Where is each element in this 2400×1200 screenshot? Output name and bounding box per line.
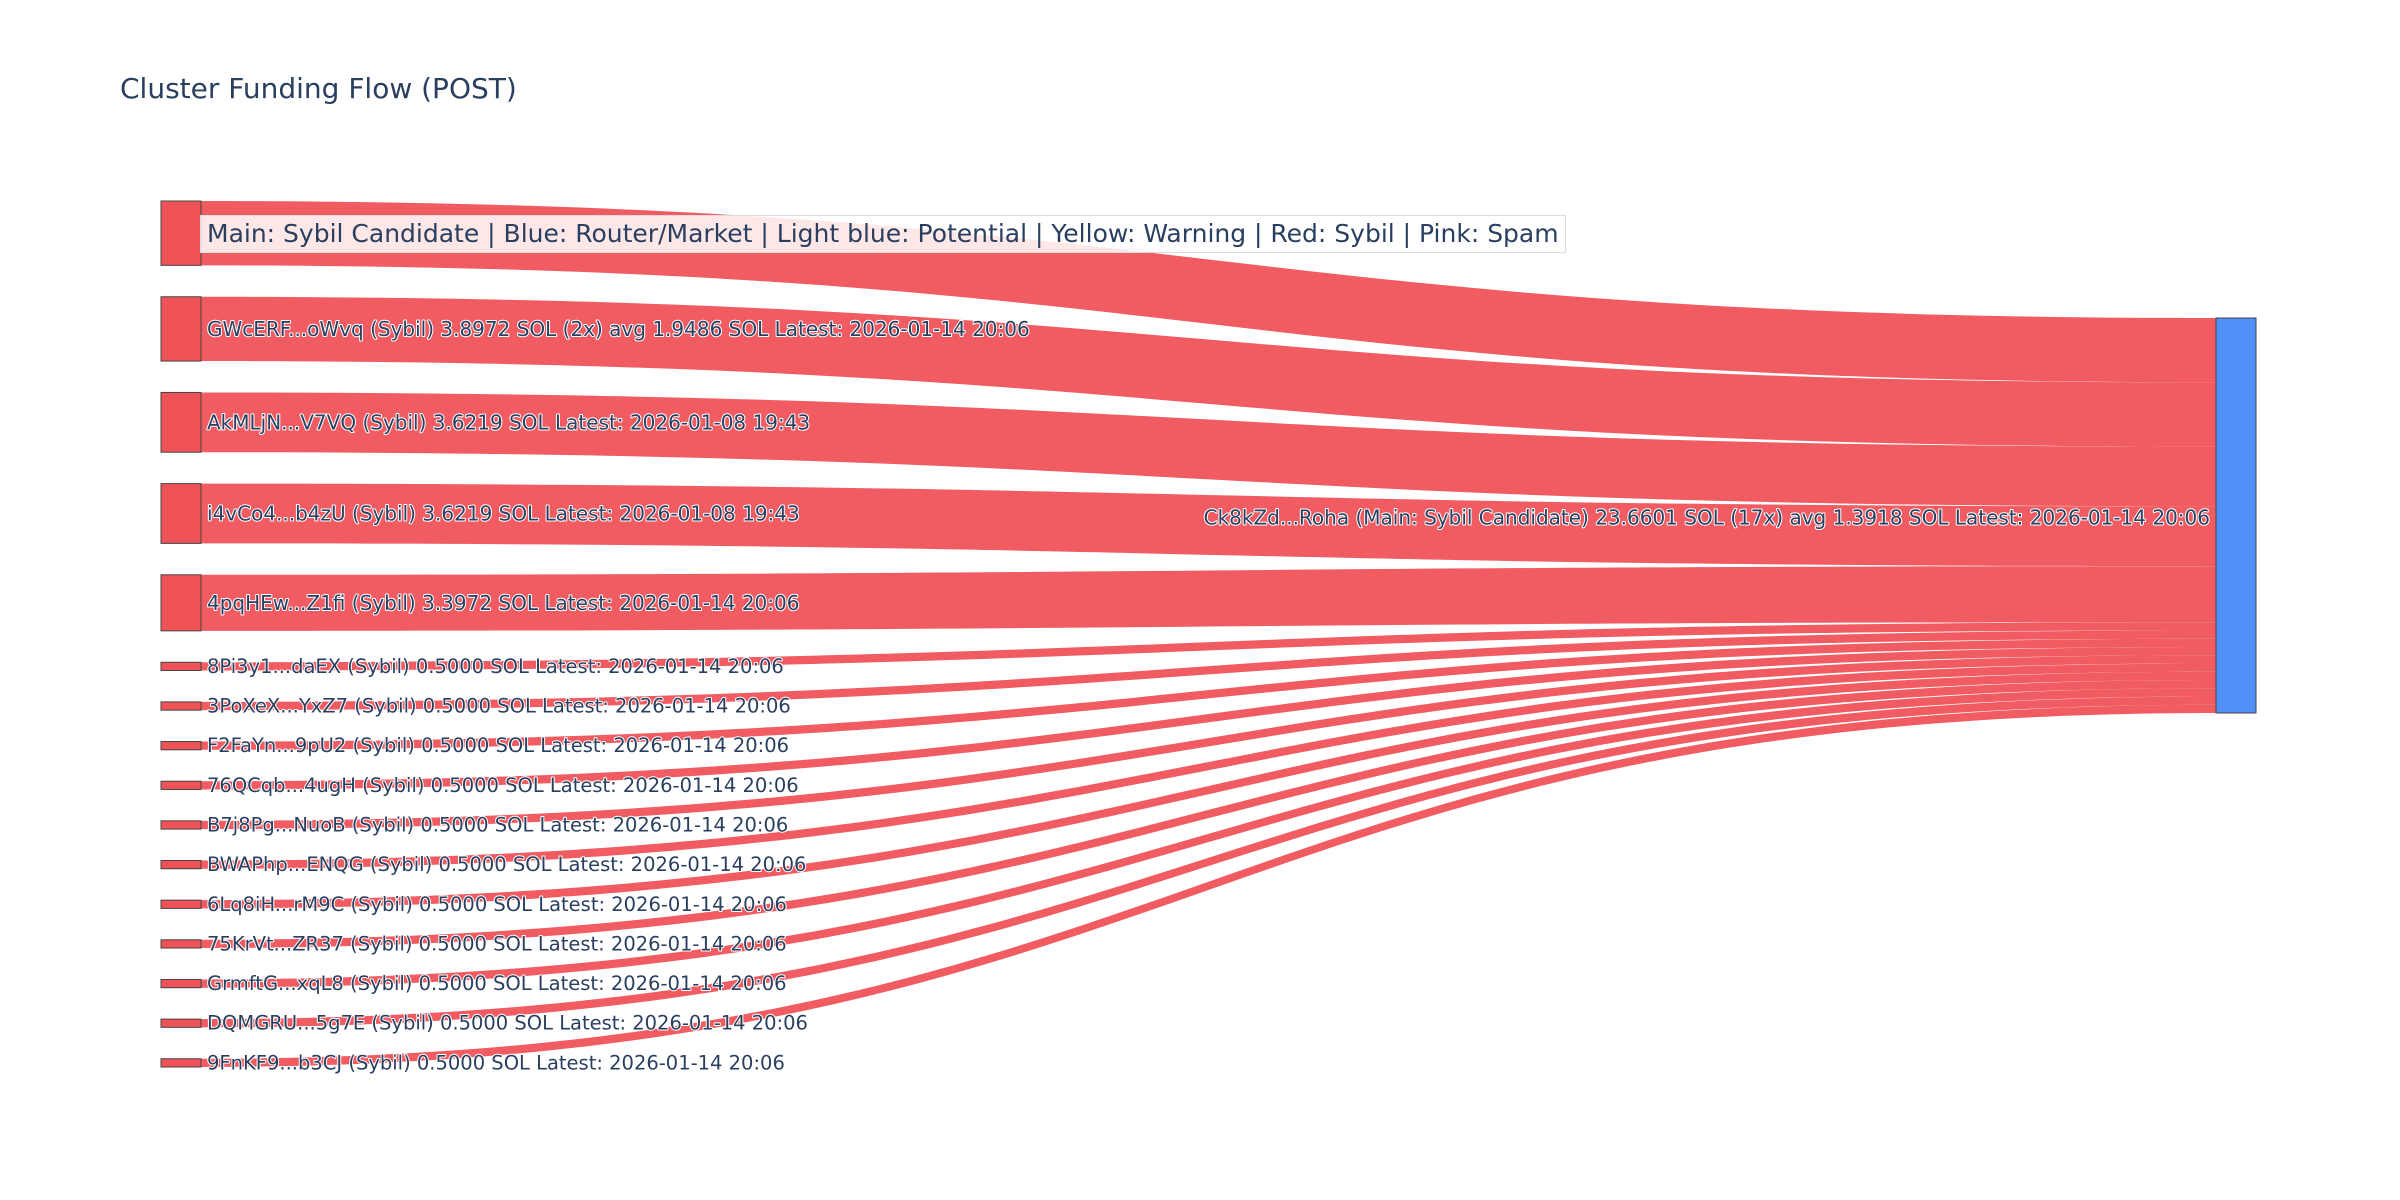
node-labels: GWcERF...oWvq (Sybil) 3.8972 SOL (2x) av… xyxy=(206,316,2211,1075)
flow-link xyxy=(201,688,2216,988)
flow-link xyxy=(201,483,2216,567)
source-node[interactable] xyxy=(160,741,202,751)
source-node[interactable] xyxy=(160,1018,202,1028)
flow-link xyxy=(201,566,2216,631)
source-node-label: 76QCqb...4ugH (Sybil) 0.5000 SOL Latest:… xyxy=(207,774,799,797)
source-node[interactable] xyxy=(160,701,202,711)
source-node-label: GWcERF...oWvq (Sybil) 3.8972 SOL (2x) av… xyxy=(207,317,1030,341)
source-node[interactable] xyxy=(160,780,202,790)
source-node[interactable] xyxy=(160,661,202,671)
source-node-label: 4pqHEw...Z1fi (Sybil) 3.3972 SOL Latest:… xyxy=(207,591,799,615)
chart-title: Cluster Funding Flow (POST) xyxy=(120,72,517,105)
flow-link xyxy=(201,655,2216,830)
source-node-label: 8Pi3y1...daEX (Sybil) 0.5000 SOL Latest:… xyxy=(207,655,784,678)
flow-nodes xyxy=(160,200,2257,1068)
source-node-label: AkMLjN...V7VQ (Sybil) 3.6219 SOL Latest:… xyxy=(207,410,810,434)
source-node-label: F2FaYn...9pU2 (Sybil) 0.5000 SOL Latest:… xyxy=(207,734,789,757)
source-node-label: DQMGRU...5g7E (Sybil) 0.5000 SOL Latest:… xyxy=(207,1012,808,1035)
flow-link xyxy=(201,704,2216,1067)
flow-link xyxy=(201,630,2216,711)
source-node-label: BWAPhp...ENQG (Sybil) 0.5000 SOL Latest:… xyxy=(207,853,806,876)
flow-link xyxy=(201,679,2216,949)
source-node[interactable] xyxy=(160,1058,202,1068)
source-node[interactable] xyxy=(160,483,202,544)
source-node-label: 75KrVt...ZR37 (Sybil) 0.5000 SOL Latest:… xyxy=(207,932,787,955)
source-node[interactable] xyxy=(160,820,202,830)
source-node[interactable] xyxy=(160,296,202,362)
source-node[interactable] xyxy=(160,859,202,870)
flow-links xyxy=(201,201,2216,1067)
source-node[interactable] xyxy=(160,200,202,266)
flow-link xyxy=(201,663,2216,869)
flow-link xyxy=(201,696,2216,1028)
color-legend: Main: Sybil Candidate | Blue: Router/Mar… xyxy=(200,215,1566,253)
flow-link xyxy=(201,671,2216,909)
source-node[interactable] xyxy=(160,574,202,632)
flow-link xyxy=(201,622,2216,671)
flow-link xyxy=(201,646,2216,790)
flow-link xyxy=(201,296,2216,447)
source-node-label: 9FnKF9...b3CJ (Sybil) 0.5000 SOL Latest:… xyxy=(207,1051,785,1074)
source-node-label: B7j8Pg...NuoB (Sybil) 0.5000 SOL Latest:… xyxy=(207,813,788,836)
source-node-label: 3PoXeX...YxZ7 (Sybil) 0.5000 SOL Latest:… xyxy=(207,695,791,718)
target-node-label: Ck8kZd...Roha (Main: Sybil Candidate) 23… xyxy=(1204,506,2210,530)
source-node[interactable] xyxy=(160,899,202,909)
source-node-label: GrmftG...xqL8 (Sybil) 0.5000 SOL Latest:… xyxy=(207,972,787,995)
source-node[interactable] xyxy=(160,939,202,949)
target-node[interactable] xyxy=(2215,317,2257,714)
source-node[interactable] xyxy=(160,978,202,989)
source-node[interactable] xyxy=(160,391,202,453)
flow-link xyxy=(201,638,2216,750)
source-node-label: i4vCo4...b4zU (Sybil) 3.6219 SOL Latest:… xyxy=(207,502,800,526)
flow-link xyxy=(201,392,2216,507)
source-node-label: 6Lq8iH...rM9C (Sybil) 0.5000 SOL Latest:… xyxy=(207,893,787,916)
